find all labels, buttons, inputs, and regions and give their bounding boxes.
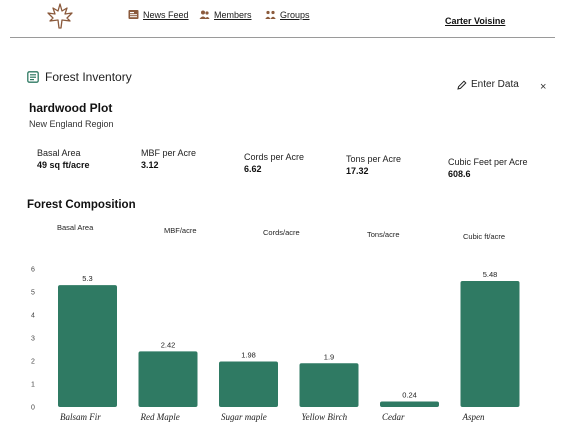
section-header: Forest Inventory: [27, 70, 132, 84]
stat-value: 608.6: [448, 169, 471, 179]
nav-link-label: News Feed: [143, 9, 189, 20]
bar-value-label: 5.48: [483, 270, 498, 279]
bar-value-label: 1.98: [241, 350, 256, 359]
stat-label: Tons per Acre: [346, 154, 402, 164]
top-nav: News Feed Members Groups Carter Voisine: [0, 0, 576, 36]
bar-value-label: 5.3: [82, 274, 92, 283]
news-icon: [128, 10, 139, 19]
category-label: Sugar maple: [221, 412, 267, 422]
tab-cubic-ft-acre[interactable]: Cubic ft/acre: [463, 232, 506, 241]
category-label: Aspen: [462, 412, 485, 422]
page-title: Forest Inventory: [45, 70, 132, 84]
stat-value: 49 sq ft/acre: [37, 160, 90, 170]
nav-link-news-feed[interactable]: News Feed: [128, 9, 189, 20]
enter-data-label: Enter Data: [471, 79, 519, 90]
chart-bar: [380, 401, 439, 407]
tab-tons-acre[interactable]: Tons/acre: [367, 230, 400, 239]
stat-value: 6.62: [244, 164, 262, 174]
stat-label: Cubic Feet per Acre: [448, 157, 528, 167]
y-tick-label: 4: [31, 313, 35, 320]
stat-mbf-per-acre: MBF per Acre 3.12: [141, 148, 196, 170]
tab-basal-area[interactable]: Basal Area: [57, 223, 94, 232]
stat-cubic-feet-per-acre: Cubic Feet per Acre 608.6: [448, 157, 528, 179]
composition-title: Forest Composition: [27, 199, 136, 211]
plot-title: hardwood Plot: [29, 101, 113, 115]
stat-label: MBF per Acre: [141, 148, 197, 158]
bar-chart: 0 1 2 3 4 5 6 5.3 Balsam Fir 2.42 Red Maple 1.98 Sug…: [31, 267, 520, 422]
bar-value-label: 1.9: [324, 352, 334, 361]
composition-chart: 0 1 2 3 4 5 6 5.3 Balsam Fir 2.42 Red Maple 1.98 Sug…: [0, 255, 576, 425]
y-tick-label: 2: [31, 359, 35, 366]
y-tick-label: 5: [31, 290, 35, 297]
category-label: Cedar: [382, 412, 405, 422]
user-name-link[interactable]: Carter Voisine: [445, 16, 506, 26]
chart-bar: [58, 285, 117, 407]
stat-label: Basal Area: [37, 148, 81, 158]
stat-value: 17.32: [346, 166, 369, 176]
enter-data-button[interactable]: Enter Data: [457, 79, 519, 90]
y-tick-label: 3: [31, 336, 35, 343]
chart-bar: [460, 280, 520, 407]
chart-bar: [299, 363, 359, 407]
pencil-icon: [457, 79, 467, 90]
nav-link-members[interactable]: Members: [199, 9, 252, 20]
category-label: Yellow Birch: [302, 412, 348, 422]
stat-tons-per-acre: Tons per Acre 17.32: [346, 154, 401, 176]
nav-link-label: Groups: [280, 9, 310, 20]
tab-cords-acre[interactable]: Cords/acre: [263, 228, 300, 237]
y-tick-label: 0: [31, 405, 35, 412]
members-icon: [199, 10, 210, 19]
y-tick-label: 1: [31, 382, 35, 389]
plot-region: New England Region: [29, 119, 114, 129]
stat-label: Cords per Acre: [244, 152, 305, 162]
chart-bar: [219, 361, 278, 407]
category-label: Red Maple: [140, 412, 180, 422]
y-tick-label: 6: [31, 267, 35, 274]
bar-value-label: 2.42: [161, 340, 176, 349]
category-label: Balsam Fir: [60, 412, 101, 422]
nav-divider: [10, 37, 555, 38]
groups-icon: [265, 10, 276, 19]
nav-link-label: Members: [214, 9, 252, 20]
stat-basal-area: Basal Area 49 sq ft/acre: [37, 148, 90, 170]
stat-cords-per-acre: Cords per Acre 6.62: [244, 152, 304, 174]
bar-value-label: 0.24: [402, 390, 417, 399]
inventory-icon: [27, 71, 39, 83]
nav-link-groups[interactable]: Groups: [265, 9, 310, 20]
close-button[interactable]: ×: [540, 81, 547, 93]
stat-value: 3.12: [141, 160, 159, 170]
chart-bar: [138, 351, 198, 407]
tab-mbf-acre[interactable]: MBF/acre: [164, 226, 197, 235]
maple-leaf-icon[interactable]: [44, 2, 76, 30]
